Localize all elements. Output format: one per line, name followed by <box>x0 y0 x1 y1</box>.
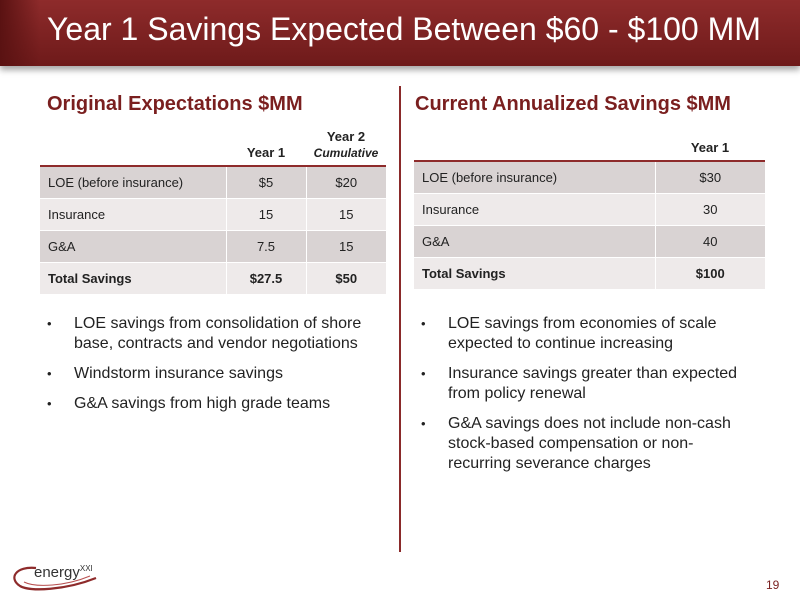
table-row: LOE (before insurance) $30 <box>414 161 765 194</box>
table-row: Insurance 30 <box>414 193 765 226</box>
cell-year2: 15 <box>305 198 386 231</box>
bullet-item: Windstorm insurance savings <box>42 364 382 384</box>
bullet-item: Insurance savings greater than expected … <box>416 364 756 404</box>
table-row: Insurance 15 15 <box>40 198 386 231</box>
cell-year1: $5 <box>225 166 306 199</box>
cell-year2: $20 <box>305 166 386 199</box>
row-label: Insurance <box>414 193 655 226</box>
table-row: LOE (before insurance) $5 $20 <box>40 166 386 199</box>
logo-name: energy <box>34 564 80 581</box>
table-row: G&A 7.5 15 <box>40 230 386 263</box>
current-savings-table: Year 1 LOE (before insurance) $30 Insura… <box>414 129 765 290</box>
original-expectations-table: Year 1 Year 2 Cumulative LOE (before ins… <box>40 129 386 295</box>
bullet-item: G&A savings from high grade teams <box>42 394 382 414</box>
cell-year2: 15 <box>305 230 386 263</box>
title-bar: Year 1 Savings Expected Between $60 - $1… <box>0 0 800 66</box>
column-divider <box>399 86 401 552</box>
col-header-year2-label: Year 2 <box>326 129 366 144</box>
original-bullets: LOE savings from consolidation of shore … <box>42 314 382 424</box>
row-label: G&A <box>40 230 226 263</box>
row-label: LOE (before insurance) <box>40 166 226 199</box>
title-bar-accent <box>0 0 40 66</box>
page-number: 19 <box>766 578 780 592</box>
table-row: G&A 40 <box>414 225 765 258</box>
row-label: G&A <box>414 225 655 258</box>
energy-xxi-logo-icon <box>13 566 97 591</box>
cell-year1: $30 <box>654 161 765 194</box>
col-header-year1: Year 1 <box>246 145 286 160</box>
logo-wordmark: energyXXI <box>34 564 93 581</box>
cell-year1: $100 <box>654 257 765 290</box>
logo-superscript: XXI <box>79 564 93 573</box>
table-row-total: Total Savings $100 <box>414 257 765 290</box>
bullet-item: LOE savings from economies of scale expe… <box>416 314 756 354</box>
col-header-year2: Year 2 Cumulative <box>306 129 386 166</box>
bullet-item: LOE savings from consolidation of shore … <box>42 314 382 354</box>
table-header-row: Year 1 <box>414 129 765 161</box>
col-header-year1: Year 1 <box>690 140 730 155</box>
cell-year2: $50 <box>305 262 386 295</box>
current-bullets: LOE savings from economies of scale expe… <box>416 314 756 484</box>
original-expectations-heading: Original Expectations $MM <box>47 93 303 115</box>
row-label: Total Savings <box>414 257 655 290</box>
cell-year1: 15 <box>225 198 306 231</box>
row-label: Total Savings <box>40 262 226 295</box>
row-label: LOE (before insurance) <box>414 161 655 194</box>
cell-year1: $27.5 <box>225 262 306 295</box>
cell-year1: 30 <box>654 193 765 226</box>
table-header-row: Year 1 Year 2 Cumulative <box>40 129 386 166</box>
table-row-total: Total Savings $27.5 $50 <box>40 262 386 295</box>
bullet-item: G&A savings does not include non-cash st… <box>416 414 756 474</box>
cell-year1: 40 <box>654 225 765 258</box>
cell-year1: 7.5 <box>225 230 306 263</box>
col-header-year2-sub: Cumulative <box>313 146 379 160</box>
current-savings-heading: Current Annualized Savings $MM <box>415 93 731 115</box>
slide-title: Year 1 Savings Expected Between $60 - $1… <box>47 11 761 47</box>
row-label: Insurance <box>40 198 226 231</box>
